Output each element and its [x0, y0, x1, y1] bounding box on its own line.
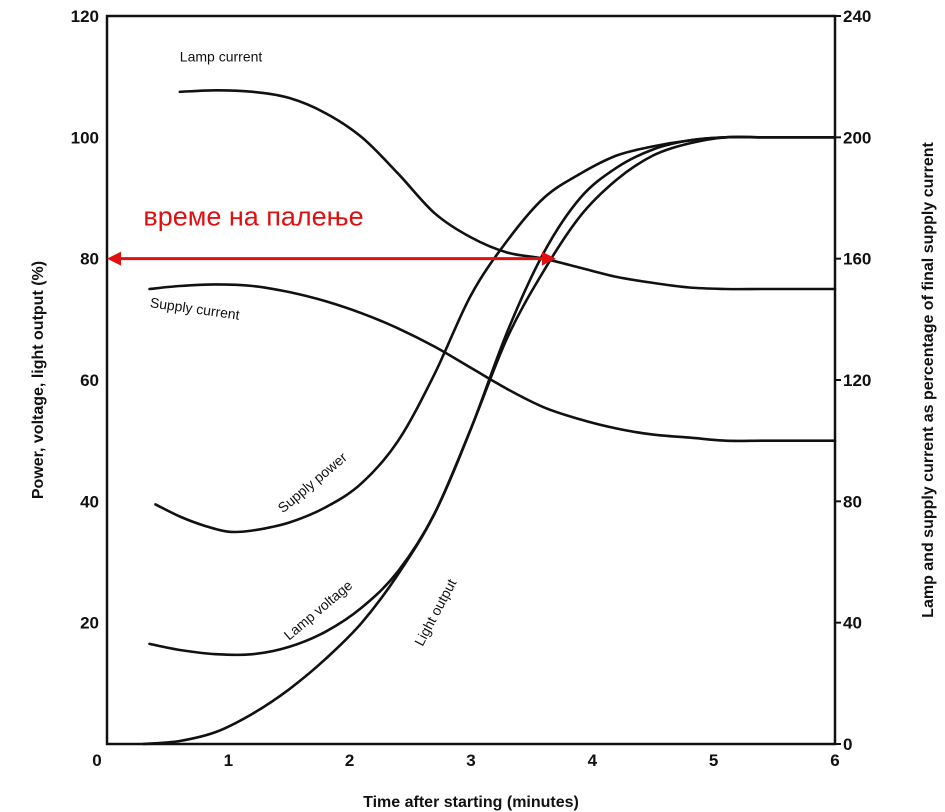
series-line-supply-current	[148, 283, 837, 443]
series-labels: Lamp current Supply current Supply power La…	[149, 49, 459, 649]
right-tick-label-4: 160	[843, 250, 871, 269]
left-tick-label-0: 20	[80, 614, 99, 633]
left-axis-tick-labels: 20 40 60 80 100 120	[71, 7, 99, 633]
right-tick-label-2: 80	[843, 492, 862, 511]
x-axis-tick-labels: 0 1 2 3 4 5 6	[92, 751, 839, 770]
y-axis-right-label: Lamp and supply current as percentage of…	[920, 142, 937, 618]
left-tick-label-1: 40	[80, 492, 99, 511]
plot-frame	[105, 14, 837, 746]
right-axis-tick-labels: 0 40 80 120 160 200 240	[843, 7, 871, 754]
x-tick-label-6: 6	[830, 751, 839, 770]
left-tick-label-5: 120	[71, 7, 99, 26]
series-label-lamp-voltage: Lamp voltage	[281, 577, 356, 643]
x-tick-label-2: 2	[345, 751, 354, 770]
y-axis-left-label: Power, voltage, light output (%)	[30, 261, 47, 499]
annotation: време на палење	[107, 201, 556, 266]
x-tick-label-1: 1	[224, 751, 233, 770]
series-label-supply-power: Supply power	[275, 449, 351, 516]
right-tick-label-1: 40	[843, 614, 862, 633]
series-lines	[142, 88, 837, 746]
right-tick-label-5: 200	[843, 128, 871, 147]
left-tick-label-4: 100	[71, 128, 99, 147]
x-axis-label: Time after starting (minutes)	[363, 794, 579, 811]
annotation-arrow-head-left	[107, 251, 121, 266]
x-tick-label-4: 4	[588, 751, 598, 770]
right-tick-label-0: 0	[843, 735, 852, 754]
right-tick-label-6: 240	[843, 7, 871, 26]
series-line-light-output	[142, 135, 837, 746]
x-tick-label-0: 0	[92, 751, 101, 770]
annotation-label: време на палење	[143, 201, 363, 231]
right-tick-label-3: 120	[843, 371, 871, 390]
series-label-supply-current: Supply current	[149, 294, 241, 322]
x-tick-label-3: 3	[466, 751, 475, 770]
series-line-supply-power	[154, 135, 837, 534]
annotation-arrow-head-right	[541, 251, 556, 266]
series-line-lamp-current	[178, 88, 837, 291]
series-label-light-output: Light output	[411, 576, 460, 648]
series-label-lamp-current: Lamp current	[180, 49, 263, 65]
left-tick-label-2: 60	[80, 371, 99, 390]
x-tick-label-5: 5	[709, 751, 718, 770]
left-tick-label-3: 80	[80, 250, 99, 269]
